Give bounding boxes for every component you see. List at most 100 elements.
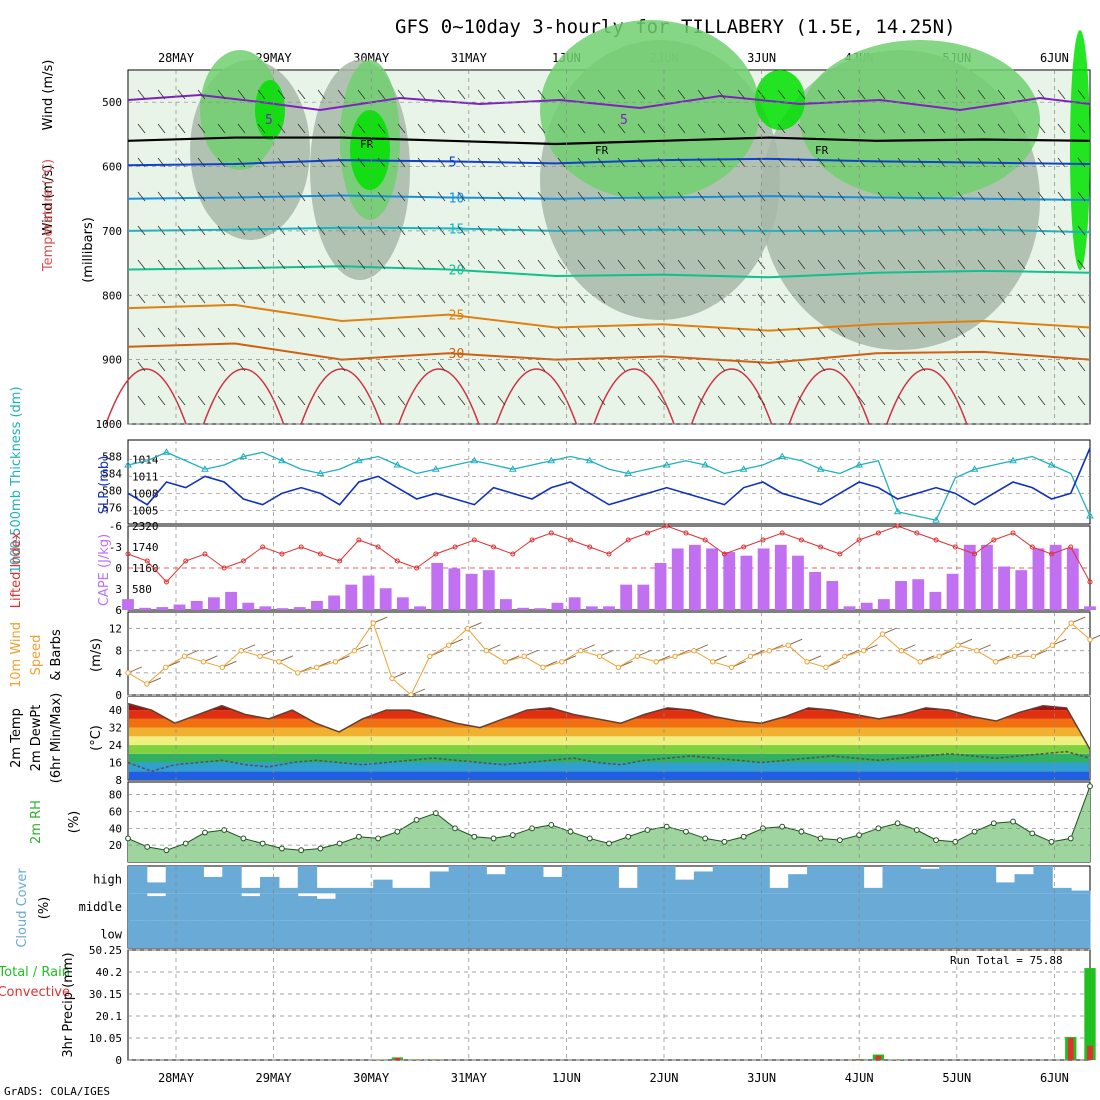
rh2m-point [586,835,593,842]
wind-barb [437,157,446,168]
cloud-cell [863,887,884,894]
wind-barb [697,89,706,100]
wind-barb [637,157,646,168]
wind-barb [317,191,326,202]
wind-barb [497,123,506,134]
wind-barb [557,361,566,372]
y-tick-label: 6 [115,604,122,617]
wind-barb [417,327,426,338]
wind-barb [557,123,566,134]
cloud-cell [675,893,695,921]
cloud-cell [146,896,167,921]
top-date-label: 6JUN [1040,51,1069,65]
bottom-date-label: 3JUN [747,1071,776,1085]
cloud-cell [693,920,714,948]
cloud-cell [788,874,808,894]
wind-barb [877,293,886,304]
cloud-cell [448,866,469,894]
lifted-index-point [240,558,246,564]
wind-barb [197,123,206,134]
wind-barb [837,395,846,406]
wind-speed-point [785,642,791,648]
wind-barb [277,293,286,304]
lifted-index-point [818,544,824,550]
cape-bar [774,544,787,610]
wind-barb [897,123,906,134]
rh2m-point [1029,830,1036,837]
wind-barb [937,225,946,236]
wind-barb [1017,123,1026,134]
wind-barb [317,123,326,134]
lifted-index-point [202,551,208,557]
wind-speed-point [936,653,942,659]
slp-line [127,447,1091,506]
cloud-cell [844,893,865,921]
precip-convective-bar [1067,1038,1074,1060]
freezing-label: FR [595,144,609,157]
wind-barb [697,361,706,372]
rh2m-point [721,838,728,845]
wind-barb [137,225,146,236]
cloud-cell [316,920,336,948]
wind-barb [1057,361,1066,372]
wind-barb [177,157,186,168]
cape-bar [792,555,804,610]
wind-barb [517,395,526,406]
cloud-cell [278,893,299,921]
temp-max-line [127,702,1091,750]
lifted-index-point [702,537,708,543]
wind-barb [437,361,446,372]
cloud-cell [561,920,582,948]
bottom-date-label: 5JUN [942,1071,971,1085]
wind-barb [277,259,286,270]
wind-speed-point [823,664,829,671]
cape-bar [190,600,203,610]
lifted-index-point [779,530,785,536]
thickness-point [662,461,671,468]
cloud-cell [297,896,318,921]
wind-barb [817,191,826,202]
wind-barb [197,395,206,406]
label-temperature: Temperature (°C) [41,159,56,272]
wind-barb [957,395,966,406]
wind-speed-point [955,642,961,648]
wind-barb [737,259,746,270]
cape-bar [637,584,650,610]
cloud-cell [656,866,676,894]
wind-barb [577,89,586,100]
cape-bar [276,608,289,610]
y-tick-label: 16 [109,757,122,770]
wind-barb [777,191,786,202]
lifted-index-point [952,544,958,550]
wind-barb [977,191,986,202]
wind-barb [397,191,406,202]
wind-barb [877,123,886,134]
surface-temp-arc [788,368,870,425]
wind-barb [217,89,226,100]
cloud-cell [1052,887,1072,894]
wind-speed-point [257,653,263,659]
y-tick-label: 80 [109,789,122,802]
wind-barb [977,395,986,406]
wind-barb [397,361,406,372]
thickness-point [624,469,633,476]
panel-cloud-cover: high middle low [79,865,1091,949]
y-tick-label: 0 [115,1054,122,1067]
wind-barb [597,327,606,338]
y-tick-label: 20 [109,839,122,852]
wind-barb [557,225,566,236]
cloud-cell [561,866,582,894]
panel-thickness-slp: 576 580 584 588 1005 1008 1011 1014 [102,439,1094,525]
wind-barb [617,157,626,168]
wind-barb [597,293,606,304]
wind-barb [937,123,946,134]
wind-barb [557,327,566,338]
cloud-cell [542,876,563,894]
wind-barb [637,191,646,202]
wind-barb [737,157,746,168]
cloud-cell [316,887,336,894]
wind-barb [697,259,706,270]
wind-barb [1017,395,1026,406]
wind-barb [157,157,166,168]
wind-barb [577,225,586,236]
